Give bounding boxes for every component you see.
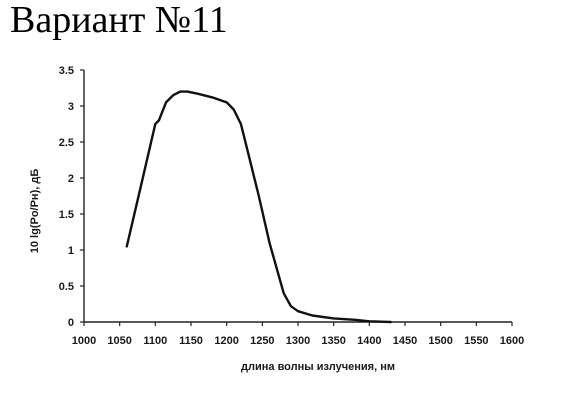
- y-tick-label: 1.5: [59, 209, 74, 221]
- y-tick-label: 3: [68, 101, 74, 113]
- x-axis-ticks: 1000 1050 1100 1150 1200 1250 1300 1350 1400 1450…: [72, 322, 524, 347]
- y-tick-label: 0: [68, 317, 74, 329]
- y-tick-label: 2.5: [59, 137, 74, 149]
- chart-series: [127, 92, 391, 322]
- x-tick-label: 1250: [250, 335, 274, 347]
- x-tick-label: 1000: [72, 335, 96, 347]
- x-tick-label: 1150: [179, 335, 203, 347]
- x-axis-label: длина волны излучения, нм: [241, 361, 395, 373]
- x-tick-label: 1050: [107, 335, 131, 347]
- y-tick-label: 1: [68, 245, 74, 257]
- x-tick-label: 1550: [464, 335, 488, 347]
- x-tick-label: 1100: [143, 335, 167, 347]
- x-tick-label: 1600: [500, 335, 524, 347]
- y-tick-label: 2: [68, 173, 74, 185]
- series-line: [127, 92, 391, 322]
- x-tick-label: 1300: [286, 335, 310, 347]
- y-axis-ticks: 0 0.5 1 1.5 2 2.5 3 3.5: [59, 65, 84, 329]
- y-tick-label: 3.5: [59, 65, 74, 77]
- y-axis-label: 10 lg(Po/Pн), дБ: [29, 169, 41, 254]
- x-tick-label: 1400: [357, 335, 381, 347]
- x-tick-label: 1200: [214, 335, 238, 347]
- x-tick-label: 1350: [321, 335, 345, 347]
- chart-axes: [84, 70, 512, 322]
- x-tick-label: 1450: [393, 335, 417, 347]
- x-tick-label: 1500: [428, 335, 452, 347]
- y-tick-label: 0.5: [59, 281, 74, 293]
